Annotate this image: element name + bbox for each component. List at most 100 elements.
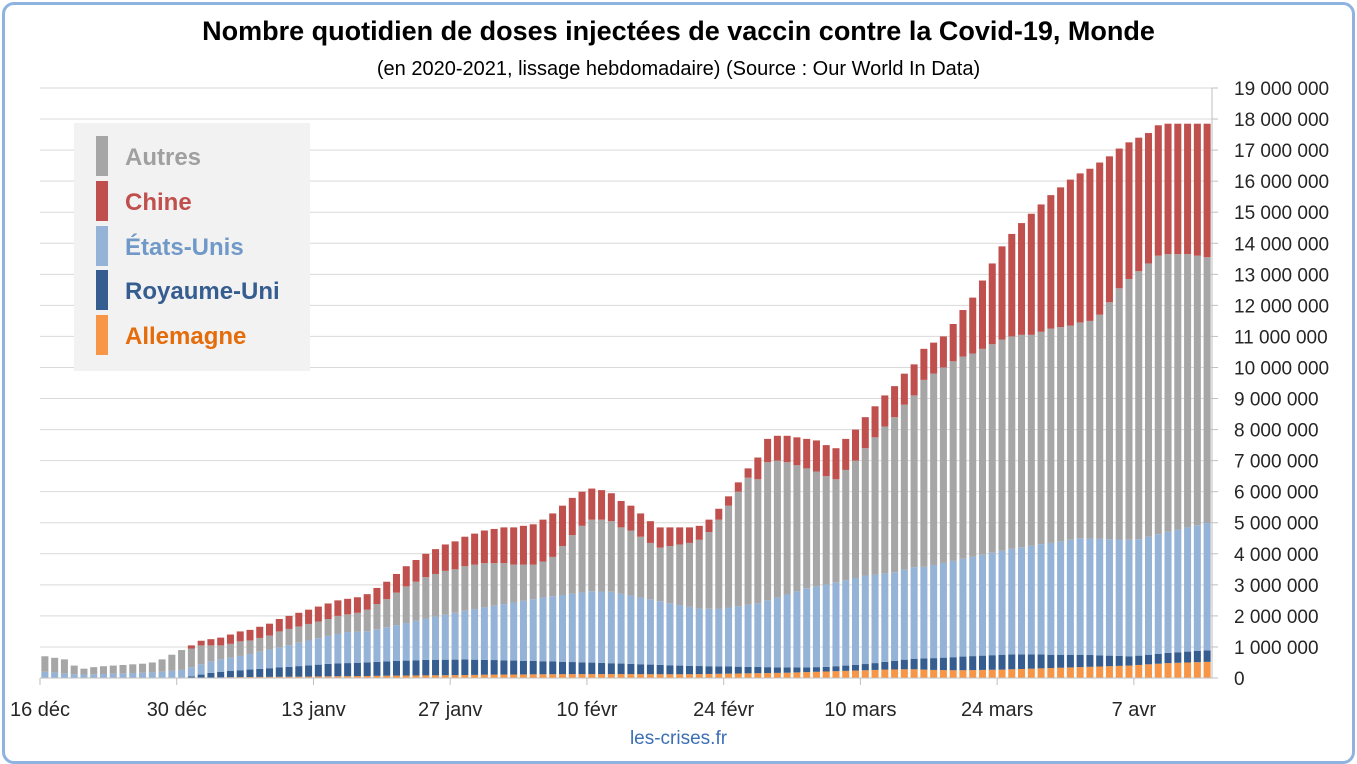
bar-segment-royaumeuni — [197, 674, 205, 678]
legend: Autres Chine États-Unis Royaume-Uni Alle… — [74, 123, 310, 371]
bar-segment-tatsunis — [637, 597, 645, 665]
y-tick-label: 1 000 000 — [1234, 638, 1319, 659]
bar-segment-tatsunis — [158, 671, 166, 678]
bar-segment-tatsunis — [549, 596, 557, 662]
bar-segment-tatsunis — [129, 673, 137, 678]
bar-segment-tatsunis — [1057, 541, 1065, 655]
bar-segment-autres — [168, 654, 176, 671]
bar-segment-tatsunis — [305, 640, 313, 666]
bar-segment-tatsunis — [217, 659, 225, 672]
bar-segment-autres — [959, 356, 967, 559]
bar-segment-allemagne — [285, 676, 293, 678]
bar-segment-autres — [1145, 263, 1153, 537]
bar-segment-tatsunis — [539, 597, 547, 662]
bar-segment-autres — [519, 564, 527, 601]
bar-segment-autres — [852, 460, 860, 579]
x-tick-label: 30 déc — [147, 699, 207, 721]
bar-segment-autres — [363, 609, 371, 632]
bar-segment-tatsunis — [959, 558, 967, 657]
bar-segment-tatsunis — [1125, 539, 1133, 657]
y-tick-label: 0 — [1234, 669, 1245, 690]
bar-segment-chine — [412, 560, 420, 582]
bar-segment-allemagne — [490, 674, 498, 678]
x-tick-label: 24 mars — [961, 699, 1033, 721]
bar-segment-tatsunis — [822, 584, 830, 667]
bar-segment-royaumeuni — [1135, 655, 1143, 665]
bar-segment-tatsunis — [978, 554, 986, 656]
bar-segment-royaumeuni — [305, 665, 313, 677]
bar-segment-royaumeuni — [392, 660, 400, 676]
bar-segment-chine — [1125, 142, 1133, 279]
bar-segment-allemagne — [324, 676, 332, 678]
bar-segment-tatsunis — [1027, 545, 1035, 655]
bar-segment-autres — [285, 628, 293, 646]
bar-segment-chine — [598, 490, 606, 520]
y-tick-label: 10 000 000 — [1234, 358, 1329, 379]
bar-segment-chine — [187, 645, 195, 649]
bar-segment-chine — [1203, 123, 1211, 258]
bar-segment-autres — [383, 599, 391, 628]
bar-segment-tatsunis — [900, 569, 908, 660]
bar-segment-tatsunis — [451, 612, 459, 660]
bar-segment-royaumeuni — [627, 663, 635, 675]
bar-segment-allemagne — [1027, 668, 1035, 678]
bar-segment-autres — [70, 665, 78, 675]
bar-segment-autres — [598, 519, 606, 592]
bar-segment-chine — [725, 496, 733, 506]
bar-segment-autres — [715, 519, 723, 609]
chart-subtitle: (en 2020-2021, lissage hebdomadaire) (So… — [376, 58, 981, 80]
bar-segment-tatsunis — [344, 632, 352, 664]
bar-segment-royaumeuni — [637, 664, 645, 675]
bar-segment-autres — [891, 417, 899, 573]
bar-segment-royaumeuni — [295, 666, 303, 677]
bar-segment-allemagne — [549, 674, 557, 678]
bar-segment-allemagne — [978, 669, 986, 678]
bar-segment-tatsunis — [920, 566, 928, 659]
bar-segment-royaumeuni — [832, 666, 840, 672]
bar-segment-chine — [529, 524, 537, 565]
bar-segment-autres — [1164, 254, 1172, 532]
bar-segment-autres — [549, 556, 557, 597]
bar-segment-autres — [881, 426, 889, 574]
x-tick-label: 7 avr — [1112, 699, 1157, 721]
bar-segment-tatsunis — [70, 674, 78, 678]
bar-segment-royaumeuni — [451, 659, 459, 676]
bar-segment-royaumeuni — [842, 665, 850, 671]
bar-segment-allemagne — [1057, 667, 1065, 678]
bar-segment-tatsunis — [852, 578, 860, 665]
bar-segment-royaumeuni — [314, 664, 322, 677]
bar-segment-allemagne — [266, 676, 274, 678]
bar-segment-royaumeuni — [1076, 654, 1084, 668]
bar-segment-allemagne — [451, 675, 459, 678]
bar-segment-tatsunis — [314, 638, 322, 665]
bar-segment-autres — [412, 581, 420, 621]
bar-segment-royaumeuni — [978, 655, 986, 670]
bar-segment-tatsunis — [832, 582, 840, 667]
bar-segment-chine — [900, 373, 908, 405]
bar-segment-allemagne — [1184, 662, 1192, 678]
bar-segment-autres — [1096, 314, 1104, 539]
bar-segment-allemagne — [783, 672, 791, 678]
y-tick-label: 19 000 000 — [1234, 79, 1329, 100]
bar-segment-tatsunis — [598, 591, 606, 663]
x-tick-label: 16 déc — [10, 699, 70, 721]
bar-segment-tatsunis — [187, 667, 195, 677]
bar-segment-tatsunis — [1076, 538, 1084, 655]
bar-segment-allemagne — [461, 675, 469, 678]
bar-segment-royaumeuni — [920, 658, 928, 670]
bar-segment-royaumeuni — [422, 659, 430, 676]
bar-segment-allemagne — [852, 670, 860, 678]
bar-segment-chine — [910, 364, 918, 396]
bar-segment-allemagne — [822, 671, 830, 678]
bar-segment-tatsunis — [1105, 539, 1113, 656]
bar-segment-chine — [842, 438, 850, 470]
bar-segment-allemagne — [1018, 668, 1026, 678]
bar-segment-autres — [832, 479, 840, 583]
bar-segment-tatsunis — [627, 595, 635, 664]
bar-segment-royaumeuni — [646, 664, 654, 675]
bar-segment-royaumeuni — [1018, 654, 1026, 669]
bar-segment-allemagne — [559, 674, 567, 678]
bar-segment-royaumeuni — [1203, 650, 1211, 662]
x-tick-label: 24 févr — [693, 699, 754, 721]
bar-segment-allemagne — [392, 675, 400, 678]
